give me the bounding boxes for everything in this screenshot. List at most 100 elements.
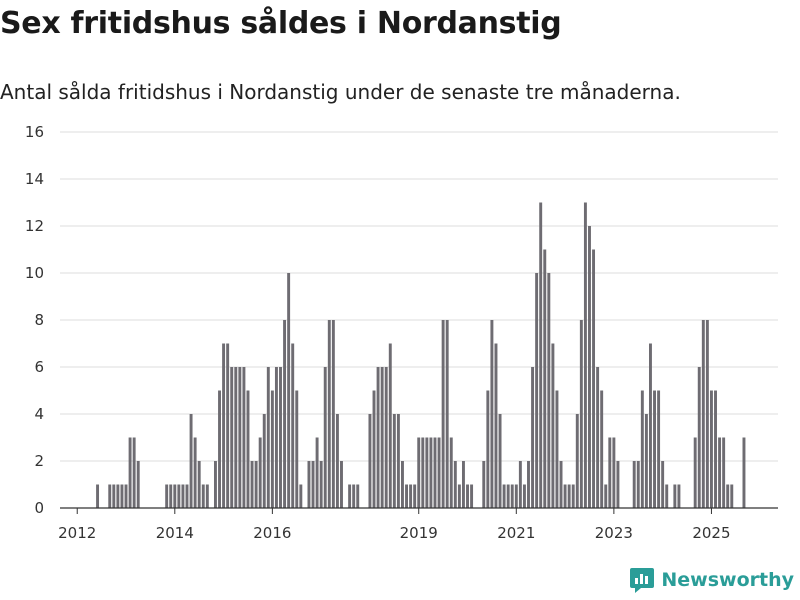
bar (518, 461, 522, 508)
bar (742, 437, 746, 508)
bar (112, 484, 116, 508)
bar (417, 437, 421, 508)
x-tick-label: 2021 (497, 524, 535, 542)
bar (335, 414, 339, 508)
bar (197, 461, 201, 508)
bar (490, 320, 494, 508)
y-tick-label: 10 (25, 264, 44, 282)
bar (242, 367, 246, 508)
bar (644, 414, 648, 508)
bar (352, 484, 356, 508)
bar (596, 367, 600, 508)
bar (535, 273, 539, 508)
bar (592, 249, 596, 508)
bar (169, 484, 173, 508)
bar (327, 320, 331, 508)
x-tick-label: 2012 (58, 524, 96, 542)
bar (340, 461, 343, 508)
bar (413, 484, 417, 508)
y-tick-label: 12 (25, 217, 44, 235)
bar (693, 437, 697, 508)
bar (193, 437, 197, 508)
bar (266, 367, 270, 508)
bar (677, 484, 681, 508)
bar (559, 461, 563, 508)
bar (283, 320, 287, 508)
bar (543, 249, 547, 508)
bar (604, 484, 608, 508)
x-tick-label: 2019 (400, 524, 438, 542)
bar (96, 484, 100, 508)
y-tick-label: 2 (34, 452, 44, 470)
bar (636, 461, 640, 508)
bar (291, 343, 295, 508)
y-tick-label: 0 (34, 499, 44, 517)
x-axis-ticks: 2012 2014 2016 2019 2021 2023 2025 (58, 508, 731, 542)
bar (563, 484, 567, 508)
bar (218, 390, 221, 508)
x-tick-label: 2023 (595, 524, 633, 542)
bar (368, 414, 372, 508)
bar (181, 484, 185, 508)
bar (608, 437, 612, 508)
bar (108, 484, 112, 508)
bar (213, 461, 217, 508)
bar (632, 461, 636, 508)
bar (254, 461, 258, 508)
bar (441, 320, 445, 508)
bar (132, 437, 136, 508)
bar (401, 461, 404, 508)
bar (250, 461, 254, 508)
bar (486, 390, 490, 508)
bar (409, 484, 413, 508)
bar (718, 437, 722, 508)
bar (356, 484, 360, 508)
bar (311, 461, 315, 508)
bar (388, 343, 392, 508)
bar (173, 484, 177, 508)
bar (588, 226, 591, 508)
bar (701, 320, 705, 508)
bar (124, 484, 128, 508)
bar (270, 390, 274, 508)
bar (177, 484, 181, 508)
bar (226, 343, 230, 508)
bar (445, 320, 449, 508)
bar (583, 202, 587, 508)
bar (653, 390, 656, 508)
bar (494, 343, 498, 508)
bar (234, 367, 238, 508)
bar (714, 390, 717, 508)
bar (230, 367, 234, 508)
bar (323, 367, 327, 508)
bar (185, 484, 189, 508)
bar (531, 367, 535, 508)
bar (709, 390, 713, 508)
bar (201, 484, 205, 508)
x-tick-label: 2025 (692, 524, 730, 542)
bar (425, 437, 429, 508)
chart-title: Sex fritidshus såldes i Nordanstig (0, 6, 562, 41)
bar (222, 343, 226, 508)
bar (262, 414, 266, 508)
bar (539, 202, 543, 508)
gridlines (60, 131, 778, 462)
bar (246, 390, 250, 508)
bar (649, 343, 652, 508)
bar (295, 390, 299, 508)
bar (287, 273, 291, 508)
bar (453, 461, 457, 508)
newsworthy-logo-icon (630, 568, 655, 593)
bar (575, 414, 579, 508)
x-tick-label: 2014 (156, 524, 194, 542)
bar (372, 390, 376, 508)
bar (470, 484, 474, 508)
bar (461, 461, 465, 508)
bar (380, 367, 384, 508)
bar (482, 461, 486, 508)
bar (506, 484, 510, 508)
bar (392, 414, 396, 508)
bar (437, 437, 441, 508)
bar (522, 484, 526, 508)
